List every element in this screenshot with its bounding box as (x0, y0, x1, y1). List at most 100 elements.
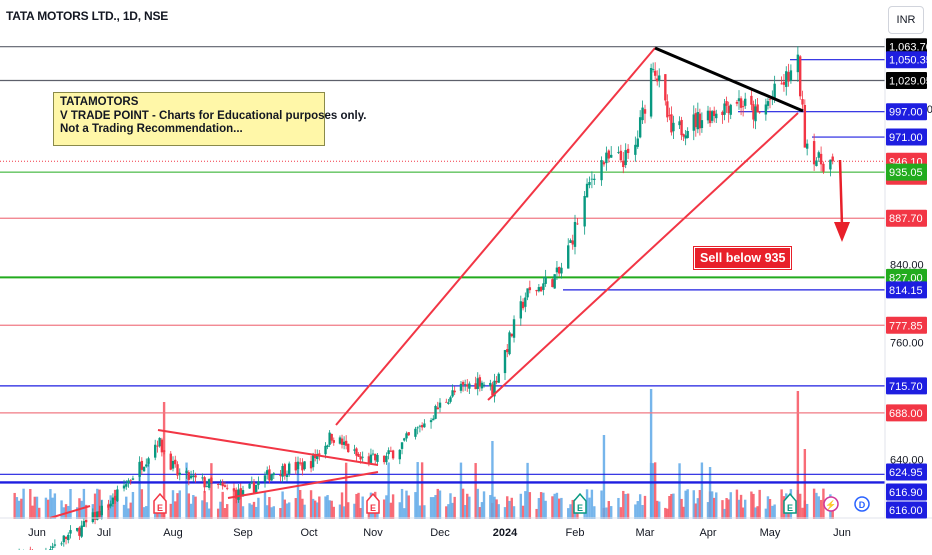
price-badge: 971.00 (886, 129, 927, 146)
volume-bar (83, 489, 85, 519)
candle-body (188, 472, 190, 480)
candle-body (637, 138, 639, 146)
candle-body (593, 179, 595, 180)
candle-body (416, 427, 418, 428)
candle-body (572, 240, 574, 244)
volume-bar (310, 490, 312, 519)
volume-bar (818, 496, 820, 519)
volume-bar (423, 505, 425, 519)
candle-body (83, 521, 85, 527)
volume-bar (513, 506, 515, 519)
volume-bar (466, 494, 468, 519)
candle-body (666, 101, 668, 117)
candle-body (392, 450, 394, 458)
candle-body (147, 458, 149, 463)
volume-bar (279, 508, 281, 519)
price-badge-label: 616.90 (889, 487, 923, 499)
candle-body (156, 446, 158, 447)
volume-bar (600, 491, 602, 519)
volume-bar (312, 499, 314, 519)
volume-bar (707, 502, 709, 519)
candle-body (603, 162, 605, 164)
volume-bar (36, 497, 38, 519)
candle-body (343, 442, 345, 445)
volume-bar (529, 492, 531, 519)
candle-body (65, 537, 67, 539)
chart-title: TATA MOTORS LTD., 1D, NSE (6, 9, 168, 23)
volume-bar (567, 508, 569, 519)
volume-bar (22, 489, 24, 519)
volume-bar (721, 500, 723, 519)
volume-bar (723, 509, 725, 519)
volume-bar (353, 504, 355, 519)
price-badge-label: 935.05 (889, 167, 923, 179)
volume-bar (288, 502, 290, 519)
volume-bar (268, 497, 270, 519)
candle-body (331, 434, 333, 441)
price-badge: 777.85 (886, 317, 927, 334)
x-tick-label: May (760, 527, 781, 539)
candle-body (69, 530, 71, 534)
volume-bar (641, 505, 643, 519)
candle-body (434, 406, 436, 419)
candle-body (634, 145, 636, 155)
candle-body (312, 454, 314, 467)
candle-body (556, 268, 558, 273)
candle-body (154, 445, 156, 458)
candle-body (567, 245, 569, 268)
earnings-icon-glyph: E (370, 503, 376, 513)
earnings-icon-glyph: E (157, 503, 163, 513)
note-line: V TRADE POINT - Charts for Educational p… (60, 110, 318, 124)
volume-bar (208, 509, 210, 519)
volume-bar (51, 498, 53, 519)
volume-bar (806, 504, 808, 519)
volume-bar (740, 495, 742, 519)
candle-body (769, 99, 771, 100)
candle-body (608, 151, 610, 159)
volume-bar (773, 504, 775, 519)
volume-bar (314, 501, 316, 519)
volume-bar (622, 491, 624, 519)
candle-body (355, 448, 357, 455)
volume-bar (324, 496, 326, 519)
volume-bar (634, 504, 636, 519)
price-badge: 887.70 (886, 210, 927, 227)
trendline (336, 48, 655, 425)
candle-body (713, 111, 715, 116)
candle-body (210, 478, 212, 483)
candle-body (161, 440, 163, 453)
volume-bar (468, 497, 470, 519)
volume-bar (520, 494, 522, 519)
candle-body (790, 70, 792, 80)
currency-button[interactable]: INR (888, 6, 924, 34)
candle-body (347, 444, 349, 452)
volume-bar (799, 494, 801, 519)
volume-bar (266, 505, 268, 519)
candle-body (569, 240, 571, 243)
volume-bar (31, 506, 33, 519)
volume-bar (560, 498, 562, 519)
volume-bar (727, 499, 729, 519)
candle-body (750, 96, 752, 105)
volume-bar (767, 496, 769, 519)
volume-bar (392, 494, 394, 519)
candle-body (383, 456, 385, 462)
volume-bar (715, 492, 717, 519)
candle-body (401, 442, 403, 449)
volume-bar (357, 493, 359, 519)
volume-bar (644, 496, 646, 519)
volume-bar (754, 507, 756, 519)
candle-body (217, 484, 219, 485)
price-badge-label: 1,029.05 (889, 75, 932, 87)
volume-bar (248, 503, 250, 519)
volume-bar (255, 507, 257, 519)
volume-bar (460, 463, 462, 519)
candle-body (466, 384, 468, 386)
candle-body (240, 488, 242, 495)
volume-bar (542, 493, 544, 519)
candle-body (221, 483, 223, 487)
volume-bar (145, 506, 147, 519)
volume-bar (526, 463, 528, 519)
